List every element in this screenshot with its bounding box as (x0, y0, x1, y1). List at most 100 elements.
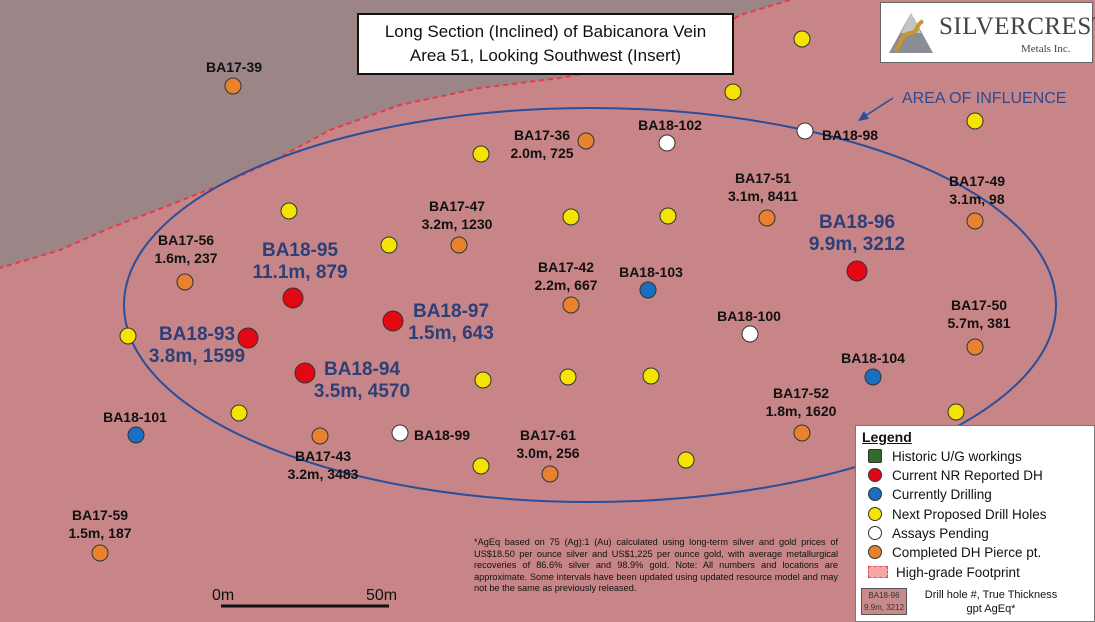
company-logo: SILVERCREST Metals Inc. (880, 2, 1095, 63)
proposed-drill-hole (659, 207, 677, 225)
drill-hole-ba17-52 (793, 424, 811, 442)
legend-item-highgrade: High-grade Footprint (868, 563, 1020, 582)
drill-hole-intercept: 1.8m, 1620 (766, 403, 837, 419)
drill-hole-intercept: 3.2m, 1230 (422, 216, 493, 232)
drill-hole-intercept: 2.2m, 667 (534, 277, 597, 293)
drill-hole-ba17-56 (176, 273, 194, 291)
drill-hole-ba18-94 (294, 362, 316, 384)
drill-hole-ba17-50 (966, 338, 984, 356)
drill-hole-ba17-61 (541, 465, 559, 483)
drill-hole-intercept: 11.1m, 879 (252, 262, 347, 283)
footnote: *AgEq based on 75 (Ag):1 (Au) calculated… (474, 537, 838, 594)
proposed-drill-hole (472, 145, 490, 163)
proposed-drill-hole (724, 83, 742, 101)
drill-hole-ba17-47 (450, 236, 468, 254)
logo-name: SILVERCREST (939, 13, 1095, 40)
proposed-drill-hole (966, 112, 984, 130)
drill-hole-ba17-42 (562, 296, 580, 314)
drill-hole-intercept: 3.1m, 8411 (728, 188, 798, 204)
area-of-influence-arrowhead (858, 111, 869, 121)
legend-title: Legend (862, 429, 912, 445)
area-of-influence-label: AREA OF INFLUENCE (902, 90, 1066, 107)
proposed-dot-icon (868, 507, 882, 522)
drill-hole-id: BA18-104 (841, 350, 905, 366)
legend-item-drilling: Currently Drilling (868, 485, 992, 504)
drill-hole-id: BA18-93 (159, 324, 235, 345)
workings-swatch-icon (868, 449, 882, 464)
legend-item-pending: Assays Pending (868, 524, 989, 543)
proposed-drill-hole (947, 403, 965, 421)
drill-hole-ba18-95 (282, 287, 304, 309)
sample-info: 9.9m, 3212 (863, 603, 905, 612)
proposed-drill-hole (474, 371, 492, 389)
legend-label: Assays Pending (892, 526, 989, 541)
legend-sample-description: Drill hole #, True Thickness gpt AgEq* (924, 589, 1058, 615)
drill-hole-id: BA17-42 (538, 259, 594, 275)
drill-hole-intercept: 3.8m, 1599 (149, 346, 245, 367)
proposed-drill-hole (677, 451, 695, 469)
legend: Legend Historic U/G workings Current NR … (855, 425, 1095, 622)
proposed-drill-hole (472, 457, 490, 475)
highgrade-swatch-icon (868, 566, 888, 579)
legend-label: Historic U/G workings (892, 449, 1022, 464)
drill-hole-ba18-102 (658, 134, 676, 152)
drill-hole-intercept: 3.1m, 98 (949, 191, 1004, 207)
drill-hole-id: BA17-50 (951, 297, 1007, 313)
drill-hole-id: BA18-96 (819, 212, 895, 233)
drill-hole-ba18-103 (639, 281, 657, 299)
drill-hole-id: BA18-103 (619, 264, 683, 280)
drill-hole-ba18-104 (864, 368, 882, 386)
drill-hole-id: BA17-56 (158, 232, 214, 248)
drill-hole-ba18-99 (391, 424, 409, 442)
drill-hole-intercept: 3.5m, 4570 (314, 381, 410, 402)
legend-label: Currently Drilling (892, 487, 992, 502)
drill-hole-intercept: 5.7m, 381 (947, 315, 1010, 331)
drill-hole-intercept: 9.9m, 3212 (809, 234, 905, 255)
legend-label: Completed DH Pierce pt. (892, 545, 1042, 560)
title-line-2: Area 51, Looking Southwest (Insert) (409, 46, 682, 65)
drill-hole-ba18-96 (846, 260, 868, 282)
drill-hole-intercept: 3.0m, 256 (516, 445, 579, 461)
drill-holes: BA17-39 BA17-36 2.0m, 725 BA18-102 BA18-98 BA… (68, 30, 1011, 562)
drill-hole-id: BA17-51 (735, 170, 791, 186)
scale-label-end: 50m (366, 587, 398, 604)
proposed-drill-hole (793, 30, 811, 48)
drill-hole-id: BA18-102 (638, 117, 702, 133)
legend-item-current: Current NR Reported DH (868, 466, 1043, 485)
drilling-dot-icon (868, 487, 882, 502)
proposed-drill-hole (380, 236, 398, 254)
drill-hole-id: BA17-36 (514, 127, 570, 143)
drill-hole-id: BA17-39 (206, 59, 262, 75)
drill-hole-id: BA18-101 (103, 409, 167, 425)
drill-hole-ba17-51 (758, 209, 776, 227)
proposed-drill-hole (559, 368, 577, 386)
drill-hole-id: BA18-98 (822, 127, 878, 143)
legend-item-completed: Completed DH Pierce pt. (868, 543, 1041, 562)
current-dot-icon (868, 468, 882, 483)
drill-hole-intercept: 1.5m, 187 (68, 525, 131, 541)
drill-hole-ba17-36 (577, 132, 595, 150)
drill-hole-ba17-49 (966, 212, 984, 230)
legend-sample-box: BA18-96 9.9m, 3212 (861, 588, 907, 615)
proposed-drill-hole (642, 367, 660, 385)
legend-label: High-grade Footprint (896, 565, 1020, 580)
drill-hole-id: BA17-49 (949, 173, 1005, 189)
drill-hole-id: BA18-95 (262, 240, 338, 261)
drill-hole-ba17-39 (224, 77, 242, 95)
drill-hole-intercept: 2.0m, 725 (510, 145, 573, 161)
legend-label: Next Proposed Drill Holes (892, 507, 1047, 522)
drill-hole-ba18-97 (382, 310, 404, 332)
drill-hole-id: BA17-52 (773, 385, 829, 401)
drill-hole-intercept: 3.2m, 3483 (288, 466, 359, 482)
drill-hole-ba18-93 (237, 327, 259, 349)
logo-subtitle: Metals Inc. (1021, 43, 1071, 55)
drill-hole-id: BA17-43 (295, 448, 351, 464)
drill-hole-intercept: 1.6m, 237 (154, 250, 217, 266)
area-of-influence-pointer (861, 97, 894, 119)
pending-dot-icon (868, 526, 882, 541)
drill-hole-id: BA18-99 (414, 427, 470, 443)
section-title: Long Section (Inclined) of Babicanora Ve… (357, 13, 734, 75)
logo-emblem-icon (889, 13, 933, 53)
drill-hole-ba17-43 (311, 427, 329, 445)
